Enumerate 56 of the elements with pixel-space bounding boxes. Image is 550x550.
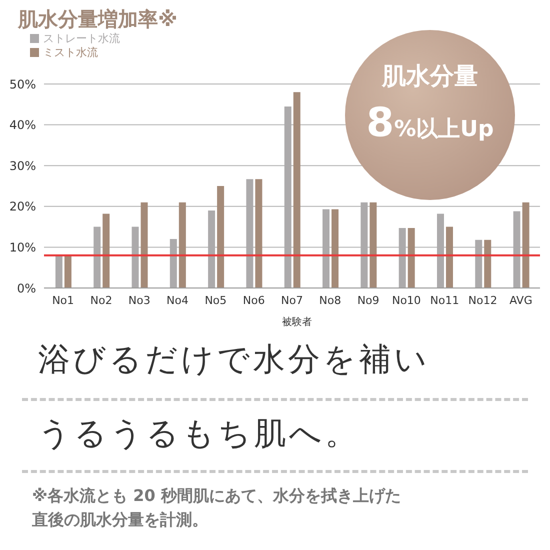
y-tick-label: 20% bbox=[9, 200, 36, 214]
bar bbox=[436, 214, 444, 288]
y-tick-label: 30% bbox=[9, 158, 36, 173]
text: ※各水流とも 20 秒間肌にあて、水分を拭き上げた bbox=[32, 486, 401, 507]
legend-label: ストレート水流 bbox=[43, 32, 120, 45]
x-axis-title: 被験者 bbox=[281, 316, 313, 330]
bar bbox=[94, 226, 101, 288]
x-tick-label: No5 bbox=[204, 294, 227, 307]
bar bbox=[255, 179, 262, 288]
x-tick-label: No12 bbox=[468, 294, 498, 307]
bar bbox=[475, 240, 482, 288]
bar bbox=[64, 255, 72, 288]
annotation: 肌水分量 bbox=[380, 61, 479, 92]
x-tick-label: No1 bbox=[52, 294, 74, 307]
bar bbox=[398, 228, 406, 288]
y-tick-label: 0% bbox=[16, 281, 36, 296]
x-tick-label: AVG bbox=[509, 294, 532, 307]
x-tick-label: No2 bbox=[90, 294, 112, 307]
bar bbox=[293, 92, 300, 288]
x-tick-label: No10 bbox=[392, 294, 421, 307]
text: 浴びるだけで水分を補い bbox=[38, 339, 430, 380]
bar bbox=[208, 210, 216, 288]
chart-title: 肌水分量増加率※ bbox=[18, 6, 178, 32]
bar bbox=[322, 209, 330, 288]
text: うるうるもち肌へ。 bbox=[38, 413, 360, 454]
bar bbox=[522, 202, 530, 288]
bar bbox=[484, 240, 492, 288]
x-tick-label: No7 bbox=[281, 294, 303, 307]
bar bbox=[246, 179, 254, 288]
bar bbox=[55, 255, 62, 288]
legend-label: ミスト水流 bbox=[43, 46, 98, 59]
bar bbox=[102, 214, 110, 288]
bar bbox=[284, 106, 292, 288]
bar bbox=[178, 202, 186, 288]
bar bbox=[170, 239, 177, 288]
circle-badge: 肌水分量 8%以上Up bbox=[345, 30, 515, 200]
y-tick-label: 40% bbox=[9, 118, 36, 132]
x-tick-label: No3 bbox=[128, 294, 150, 307]
x-tick-label: No11 bbox=[430, 294, 460, 307]
annotation: 8%以上Up bbox=[365, 100, 495, 146]
bar bbox=[140, 202, 148, 288]
bar bbox=[360, 202, 368, 288]
bar bbox=[132, 226, 139, 288]
bar bbox=[332, 209, 339, 288]
y-tick-label: 50% bbox=[9, 77, 36, 92]
bar bbox=[370, 202, 377, 288]
x-tick-label: No4 bbox=[166, 294, 189, 307]
text: 直後の肌水分量を計測。 bbox=[32, 510, 208, 531]
x-tick-label: No6 bbox=[242, 294, 265, 307]
bar bbox=[217, 186, 224, 288]
y-tick-label: 10% bbox=[9, 240, 36, 254]
bar bbox=[446, 226, 453, 288]
bar bbox=[513, 211, 520, 288]
x-tick-label: No9 bbox=[357, 294, 380, 307]
bar bbox=[408, 228, 415, 288]
x-tick-label: No8 bbox=[319, 294, 342, 307]
